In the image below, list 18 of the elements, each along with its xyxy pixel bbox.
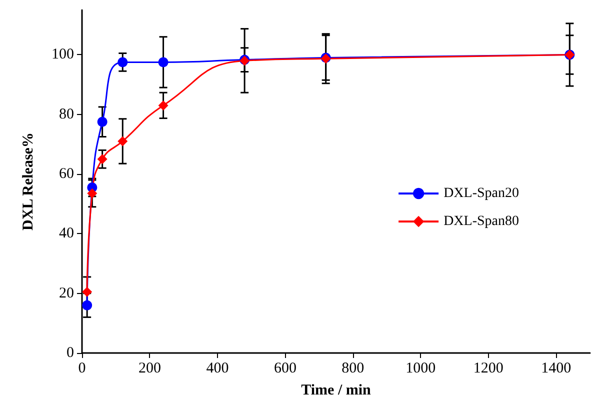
x-tick-label: 200	[138, 360, 161, 376]
legend-label: DXL-Span20	[444, 186, 520, 201]
y-axis-title: DXL Release%	[20, 132, 36, 230]
y-tick-label: 40	[59, 226, 74, 242]
y-tick-label: 100	[52, 46, 74, 63]
x-tick-label: 400	[206, 360, 229, 376]
x-axis-title: Time / min	[301, 382, 372, 398]
y-tick-label: 20	[59, 285, 74, 302]
x-tick-label: 1400	[541, 360, 572, 376]
x-tick-label: 0	[78, 360, 86, 376]
x-tick-label: 600	[274, 360, 296, 376]
y-tick-label: 0	[66, 345, 74, 361]
y-tick-label: 60	[59, 166, 74, 182]
x-tick-label: 800	[342, 360, 364, 376]
y-tick-label: 80	[59, 106, 74, 122]
legend-label: DXL-Span80	[444, 214, 520, 229]
x-tick-label: 1200	[473, 360, 504, 376]
x-tick-label: 1000	[406, 360, 436, 376]
